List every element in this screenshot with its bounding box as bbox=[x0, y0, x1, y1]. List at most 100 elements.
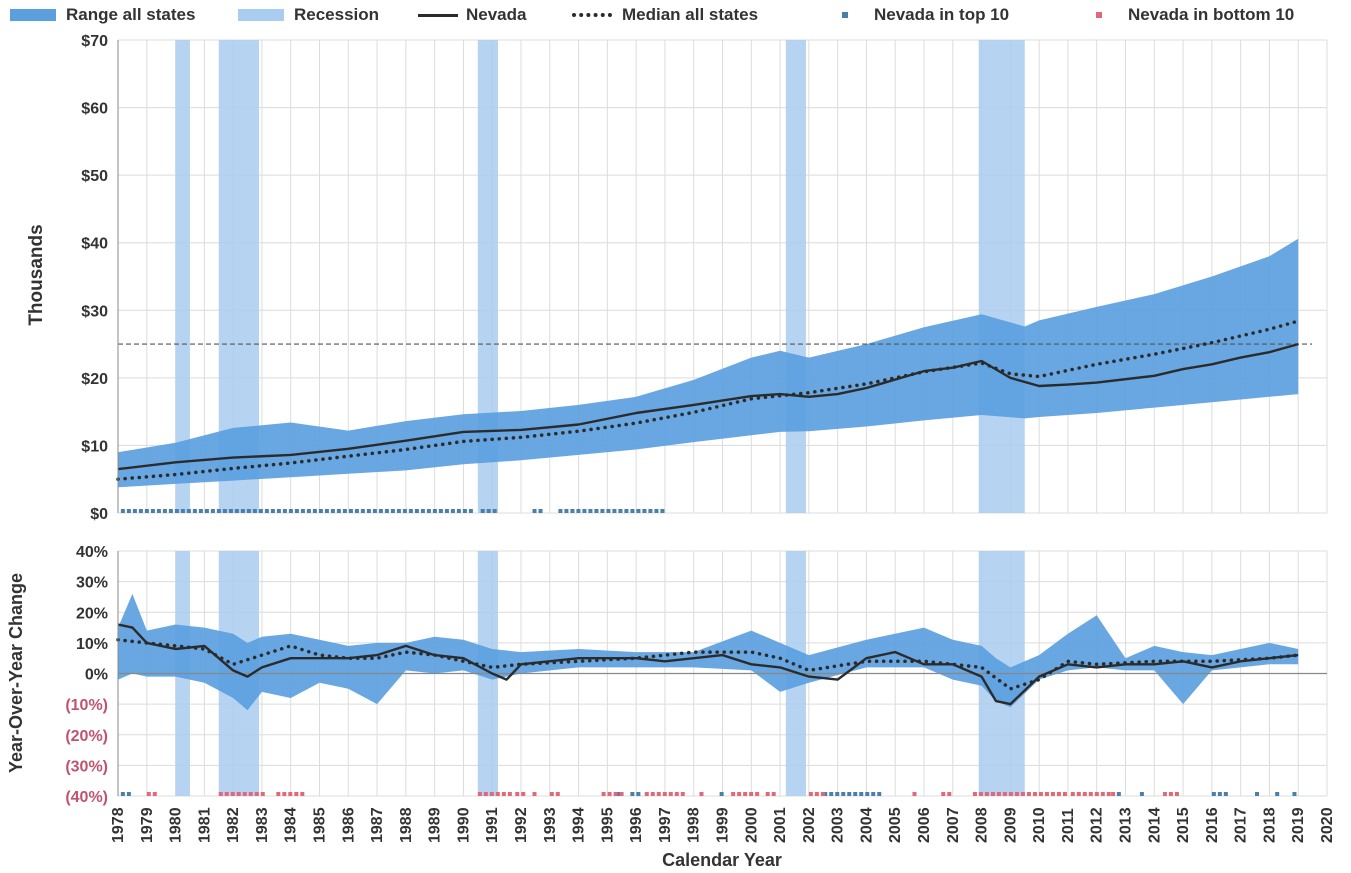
bottom-top10-marker bbox=[1292, 792, 1297, 796]
bottom-top10-marker bbox=[120, 792, 125, 796]
bottom-bottom10-marker bbox=[549, 792, 554, 796]
top-y-tick-label: $50 bbox=[81, 168, 108, 185]
top-top10-marker bbox=[252, 509, 257, 513]
bottom-y-tick-label: 0% bbox=[85, 667, 108, 684]
legend-bottom10: Nevada in bottom 10 bbox=[1096, 3, 1294, 27]
legend-range: Range all states bbox=[10, 3, 195, 27]
top-top10-marker bbox=[132, 509, 137, 513]
bottom-bottom10-marker bbox=[1062, 792, 1067, 796]
legend-nevada-label: Nevada bbox=[466, 5, 527, 24]
bottom-y-tick-label: (40%) bbox=[65, 789, 108, 806]
bottom-bottom10-marker bbox=[1162, 792, 1167, 796]
bottom-bottom10-marker bbox=[1100, 792, 1105, 796]
bottom-bottom10-marker bbox=[668, 792, 673, 796]
top-top10-marker bbox=[558, 509, 563, 513]
bottom-top10-marker bbox=[823, 792, 828, 796]
bottom-nevada-line bbox=[117, 623, 1299, 706]
bottom-x-tick-label: 2013 bbox=[1118, 807, 1135, 843]
top-top10-marker bbox=[312, 509, 317, 513]
bottom-bottom10-marker bbox=[674, 792, 679, 796]
bottom-x-tick-label: 1978 bbox=[110, 807, 127, 843]
top-nevada-line bbox=[117, 342, 1299, 471]
bottom-bottom10-marker bbox=[743, 792, 748, 796]
top-recession-band bbox=[477, 40, 498, 513]
legend-recession-label: Recession bbox=[294, 5, 380, 24]
bottom-bottom10-marker bbox=[619, 792, 624, 796]
top-top10-marker bbox=[234, 509, 239, 513]
bottom-bottom10-marker bbox=[613, 792, 618, 796]
bottom-x-tick-label: 2017 bbox=[1233, 807, 1250, 843]
x-axis-title: Calendar Year bbox=[662, 850, 782, 870]
top-top10-marker bbox=[222, 509, 227, 513]
top-top10-marker bbox=[636, 509, 641, 513]
bottom-bottom10-marker bbox=[972, 792, 977, 796]
top-top10-marker bbox=[162, 509, 167, 513]
top-top10-marker bbox=[444, 509, 449, 513]
top-top10-marker bbox=[150, 509, 155, 513]
top-top10-marker bbox=[354, 509, 359, 513]
bottom-x-tick-label: 2006 bbox=[916, 807, 933, 843]
bottom-panel: 40% 30% 20% 10% 0% (10%) (20%) (30%) (40%)1978 19… bbox=[65, 544, 1336, 843]
bottom-bottom10-marker bbox=[1056, 792, 1061, 796]
bottom-bottom10-marker bbox=[489, 792, 494, 796]
bottom-y-tick-label: (10%) bbox=[65, 697, 108, 714]
bottom-top10-marker bbox=[859, 792, 864, 796]
bottom-x-tick-label: 1982 bbox=[225, 807, 242, 843]
bottom-bottom10-marker bbox=[260, 792, 265, 796]
top-top10-marker bbox=[360, 509, 365, 513]
bottom-x-tick-label: 2015 bbox=[1175, 807, 1192, 843]
bottom-bottom10-marker bbox=[483, 792, 488, 796]
legend-top10-label: Nevada in top 10 bbox=[874, 5, 1010, 24]
bottom-x-tick-label: 2020 bbox=[1319, 807, 1336, 843]
legend-median-label: Median all states bbox=[622, 5, 759, 24]
bottom-y-axis-title: Year-Over-Year Change bbox=[6, 573, 26, 773]
top-top10-marker bbox=[648, 509, 653, 513]
bottom-top10-marker bbox=[719, 792, 724, 796]
bottom-bottom10-marker bbox=[749, 792, 754, 796]
bottom-top10-marker bbox=[1211, 792, 1216, 796]
bottom-bottom10-marker bbox=[607, 792, 612, 796]
bottom-bottom10-marker bbox=[477, 792, 482, 796]
top-top10-marker bbox=[174, 509, 179, 513]
bottom-bottom10-marker bbox=[1008, 792, 1013, 796]
bottom-bottom10-marker bbox=[1014, 792, 1019, 796]
bottom-top10-marker bbox=[636, 792, 641, 796]
top-top10-marker bbox=[642, 509, 647, 513]
top-top10-marker bbox=[408, 509, 413, 513]
legend-bottom10-swatch bbox=[1096, 12, 1102, 18]
bottom-bottom10-marker bbox=[515, 792, 520, 796]
bottom-x-tick-label: 1984 bbox=[283, 807, 300, 843]
bottom-bottom10-marker bbox=[820, 792, 825, 796]
top-top10-marker bbox=[168, 509, 173, 513]
legend-recession-swatch bbox=[238, 9, 284, 21]
bottom-x-tick-label: 1997 bbox=[657, 807, 674, 843]
bottom-y-tick-label: 20% bbox=[76, 605, 108, 622]
bottom-top10-marker bbox=[877, 792, 882, 796]
bottom-x-tick-label: 2009 bbox=[1002, 807, 1019, 843]
bottom-x-tick-label: 1987 bbox=[369, 807, 386, 843]
bottom-bottom10-marker bbox=[236, 792, 241, 796]
bottom-x-tick-label: 2018 bbox=[1261, 807, 1278, 843]
top-y-tick-label: $30 bbox=[81, 303, 108, 320]
top-top10-marker bbox=[378, 509, 383, 513]
top-top10-marker bbox=[288, 509, 293, 513]
top-top10-marker bbox=[582, 509, 587, 513]
bottom-bottom10-marker bbox=[644, 792, 649, 796]
top-top10-marker bbox=[456, 509, 461, 513]
bottom-bottom10-marker bbox=[947, 792, 952, 796]
legend-top10-swatch bbox=[842, 12, 848, 18]
top-top10-marker bbox=[432, 509, 437, 513]
top-top10-marker bbox=[462, 509, 467, 513]
top-top10-marker bbox=[366, 509, 371, 513]
top-top10-marker bbox=[264, 509, 269, 513]
bottom-x-tick-label: 2000 bbox=[743, 807, 760, 843]
top-top10-marker bbox=[538, 509, 543, 513]
bottom-top10-marker bbox=[1139, 792, 1144, 796]
bottom-x-tick-label: 1981 bbox=[196, 807, 213, 843]
bottom-bottom10-marker bbox=[808, 792, 813, 796]
bottom-x-tick-label: 2002 bbox=[801, 807, 818, 843]
bottom-x-tick-label: 1993 bbox=[542, 807, 559, 843]
bottom-top10-marker bbox=[630, 792, 635, 796]
top-top10-marker bbox=[192, 509, 197, 513]
